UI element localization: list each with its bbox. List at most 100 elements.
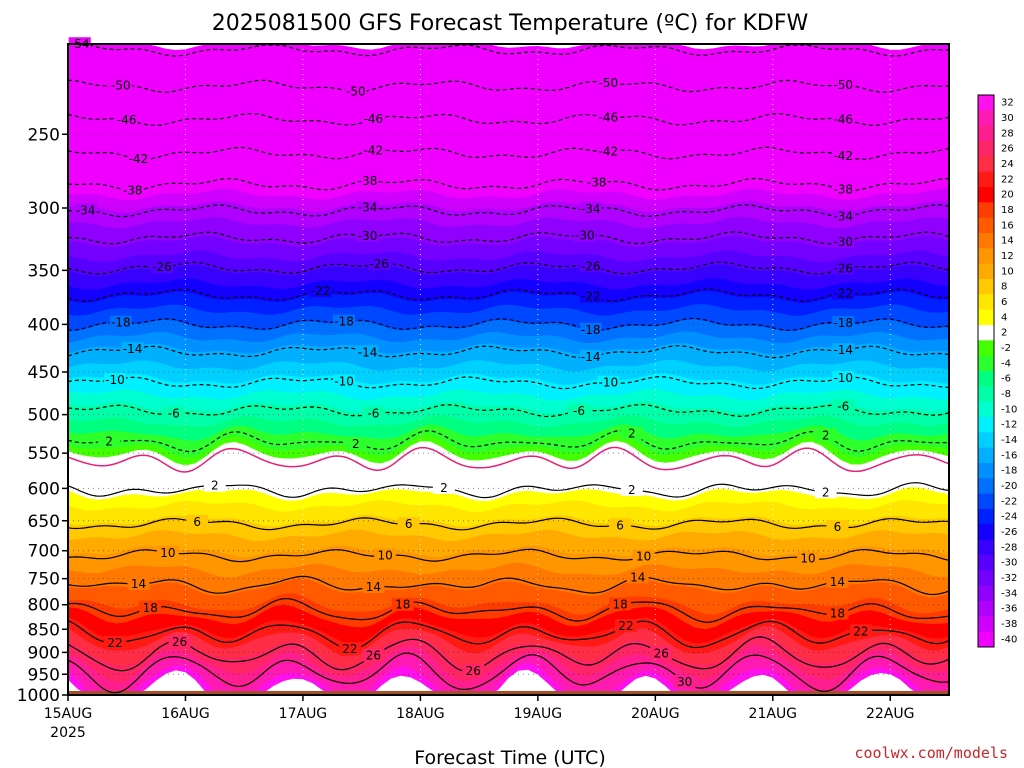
contour-label: 26: [466, 664, 481, 678]
colorbar: 32 30 28 26 24 22 20 18 16 14 12 10 8 6 4 2 -2 -4 -6 -8 -10 -…: [977, 94, 1017, 648]
contour-label: -34: [358, 201, 378, 215]
contour-label-bg: [362, 143, 385, 157]
contour-label-bg: [632, 549, 655, 563]
contour-label: 26: [172, 635, 187, 649]
contour-label-bg: [374, 548, 397, 562]
contour-label-bg: [579, 322, 602, 336]
temp-band: [68, 629, 949, 665]
credit-link[interactable]: coolwx.com/models: [854, 744, 1008, 762]
x-tick-label: 16AUG: [161, 706, 210, 722]
contour-label: 6: [405, 517, 413, 531]
temp-band: [68, 457, 949, 482]
contour-label-bg: [432, 481, 455, 495]
temp-band: [68, 322, 949, 339]
colorbar-swatch: [978, 279, 994, 295]
contour-label-bg: [832, 148, 855, 162]
temp-band: [68, 433, 949, 459]
contour-label-bg: [150, 260, 173, 274]
temperature-fill-bands: [68, 44, 949, 695]
contour-label-bg: [362, 406, 385, 420]
contour-label: -42: [599, 144, 619, 158]
temp-band: [68, 483, 949, 501]
contour-label-bg: [814, 428, 837, 442]
contour-m6: [67, 403, 950, 418]
y-tick-label: 850: [28, 620, 60, 640]
temp-band: [68, 231, 949, 249]
x-tick-label: 18AUG: [396, 706, 445, 722]
contour-label: -46: [117, 113, 137, 127]
contour-label-bg: [609, 597, 632, 611]
contour-label-bg: [333, 314, 356, 328]
contour-label: 14: [630, 570, 645, 584]
contour-label: -6: [168, 407, 180, 421]
contour-30: [67, 652, 950, 694]
colorbar-label: -22: [1001, 496, 1017, 507]
temp-band: [68, 630, 949, 666]
contour-label: -18: [111, 316, 131, 330]
colorbar-label: 18: [1001, 205, 1014, 216]
contour-label: -30: [575, 229, 595, 243]
contour-label-bg: [462, 663, 485, 677]
colorbar-swatch: [978, 141, 994, 157]
temp-band: [68, 424, 949, 445]
temp-band: [68, 340, 949, 356]
temp-band: [68, 511, 949, 526]
colorbar-swatch: [978, 171, 994, 188]
temp-band: [68, 274, 949, 291]
colorbar-swatch: [978, 478, 994, 495]
temp-band: [68, 581, 949, 604]
contour-label-bg: [127, 151, 150, 165]
temp-band: [68, 562, 949, 581]
colorbar-label: -32: [1001, 573, 1017, 584]
contour-label: -10: [105, 373, 125, 387]
temp-band: [68, 657, 949, 695]
contour-label: 18: [612, 597, 627, 611]
colorbar-swatch: [978, 325, 994, 341]
contour-label: -38: [358, 174, 378, 188]
temp-band: [68, 579, 949, 602]
contour-label-bg: [103, 635, 126, 649]
contour-label-bg: [626, 570, 649, 584]
contour-label: -46: [833, 112, 853, 126]
temp-band: [68, 228, 949, 245]
contour-label: 22: [107, 636, 122, 650]
contour-m46: [67, 112, 950, 127]
chart-title: 2025081500 GFS Forecast Temperature (ºC)…: [212, 11, 809, 36]
x-tick-label: 20AUG: [631, 706, 680, 722]
contour-label: 2: [211, 479, 219, 493]
colorbar-swatch: [978, 493, 994, 510]
contour-label: -50: [346, 85, 366, 99]
contour-label-bg: [597, 110, 620, 124]
temp-band: [68, 192, 949, 210]
temp-band: [68, 489, 949, 506]
contour-label: 2: [105, 434, 113, 448]
x-tick-label: 15AUG: [44, 706, 93, 722]
colorbar-swatch: [978, 233, 994, 249]
contour-m18: [68, 317, 950, 331]
temp-band: [68, 331, 949, 348]
contour-label-bg: [109, 78, 132, 92]
contour-label: 2: [628, 427, 636, 441]
contour-label-bg: [832, 399, 855, 413]
colorbar-swatch: [978, 340, 994, 357]
contour-label: -38: [123, 183, 143, 197]
temp-band: [68, 658, 949, 695]
contour-label-bg: [832, 209, 855, 223]
colorbar-swatch: [978, 156, 994, 173]
temp-band: [68, 590, 949, 615]
colorbar-label: -24: [1001, 512, 1017, 523]
contour-label: 6: [193, 515, 201, 529]
contour-label-bg: [614, 619, 637, 633]
colorbar-label: -14: [1001, 435, 1017, 446]
contour-label: 18: [395, 598, 410, 612]
colorbar-label: -6: [1001, 374, 1011, 385]
colorbar-swatch: [978, 539, 994, 556]
temp-band: [68, 564, 949, 583]
contour-label-bg: [344, 84, 367, 98]
contour-label-bg: [139, 600, 162, 614]
colorbar-swatch: [978, 631, 994, 648]
temp-band: [68, 310, 949, 327]
contour-labels: -54-50 -50-50 -50-46 -46 -46 -46-42-42 -42 -42-…: [68, 37, 872, 689]
y-tick-label: 750: [28, 570, 60, 590]
colorbar-label: 30: [1001, 113, 1014, 124]
